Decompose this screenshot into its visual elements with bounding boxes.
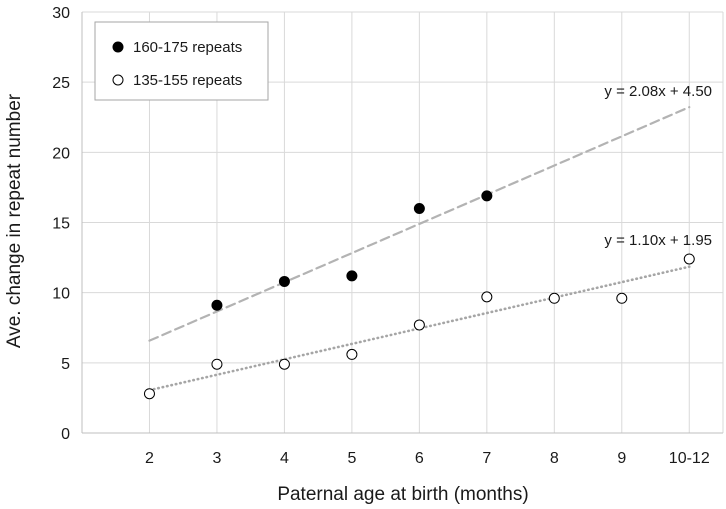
data-point-series-2	[143, 388, 155, 400]
data-point-series-1	[278, 275, 290, 287]
data-points	[143, 190, 695, 400]
data-point-series-1	[346, 270, 358, 282]
data-point-series-2	[548, 292, 560, 304]
data-point-series-2	[481, 291, 493, 303]
data-point-series-1	[413, 202, 425, 214]
trendline-series-1	[148, 106, 691, 342]
legend: 160-175 repeats 135-155 repeats	[94, 21, 269, 101]
x-tick-label: 7	[482, 450, 491, 467]
x-tick-label: 10-12	[669, 450, 710, 467]
x-tick-label: 3	[212, 450, 221, 467]
trendline-equation-2: y = 1.10x + 1.95	[604, 232, 712, 249]
legend-marker-filled	[112, 41, 124, 53]
data-point-series-1	[481, 190, 493, 202]
x-tick-label: 4	[280, 450, 289, 467]
legend-marker-open	[112, 74, 124, 86]
legend-entry-2: 135-155 repeats	[133, 72, 242, 89]
trendline-equation-1: y = 2.08x + 4.50	[604, 83, 712, 100]
legend-frame	[94, 21, 269, 101]
data-point-series-2	[683, 253, 695, 265]
axes	[81, 12, 723, 434]
y-tick-label: 30	[52, 5, 70, 22]
x-tick-label: 5	[347, 450, 356, 467]
data-point-series-2	[346, 348, 358, 360]
x-tick-label: 8	[550, 450, 559, 467]
tick-labels: 0 5 10 15 20 25 30 2 3 4 5 6 7 8 9 10-12	[52, 5, 710, 467]
x-axis-title: Paternal age at birth (months)	[277, 484, 528, 505]
x-tick-label: 9	[617, 450, 626, 467]
y-tick-label: 15	[52, 216, 70, 233]
y-tick-label: 10	[52, 286, 70, 303]
y-tick-label: 20	[52, 145, 70, 162]
data-point-series-2	[278, 358, 290, 370]
trendlines	[148, 106, 691, 392]
y-axis-title: Ave. change in repeat number	[4, 93, 25, 348]
legend-entry-1: 160-175 repeats	[133, 39, 242, 56]
x-tick-label: 6	[415, 450, 424, 467]
y-tick-label: 25	[52, 75, 70, 92]
data-point-series-2	[413, 319, 425, 331]
data-point-series-2	[211, 358, 223, 370]
data-point-series-1	[211, 299, 223, 311]
y-tick-label: 0	[61, 426, 70, 443]
y-tick-label: 5	[61, 356, 70, 373]
data-point-series-2	[616, 292, 628, 304]
x-tick-label: 2	[145, 450, 154, 467]
gridlines	[82, 11, 724, 433]
